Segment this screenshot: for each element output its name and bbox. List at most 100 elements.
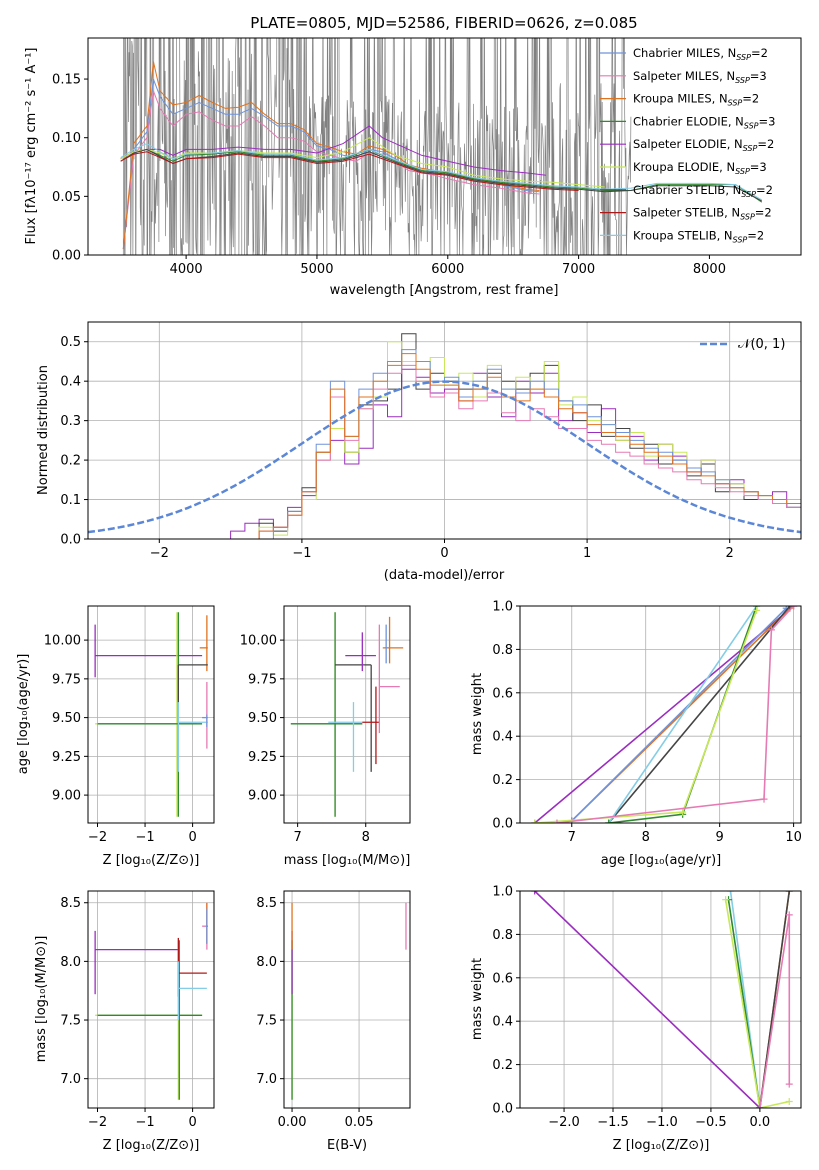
spectrum-ytick-label: 0.10 xyxy=(52,131,81,146)
hist-ytick-label: 0.2 xyxy=(60,454,81,469)
agew-data-group xyxy=(531,606,798,823)
zw-xtick-label: −1.5 xyxy=(597,1115,629,1130)
spectrum-plot: PLATE=0805, MJD=52586, FIBERID=0626, z=0… xyxy=(24,14,802,298)
massage-xtick-label: 7 xyxy=(293,830,301,845)
agew-line-0 xyxy=(534,606,795,823)
observed-spectrum xyxy=(122,38,632,255)
zw-ytick-label: 0.4 xyxy=(492,1015,513,1030)
zw-marker-3 xyxy=(785,1097,793,1105)
legend-label: Kroupa STELIB, NSSP=2 xyxy=(633,228,764,244)
agew-xtick-label: 7 xyxy=(568,830,576,845)
agew-ytick-label: 0.8 xyxy=(492,643,513,658)
zage-xlabel: Z [log₁₀(Z/Z⊙)] xyxy=(103,853,200,868)
agew-ytick-label: 1.0 xyxy=(492,600,513,615)
age-weight-plot: 7 8 9 10 0.0 0.2 0.4 0.6 0.8 1.0 age [log₁₀(age/y… xyxy=(470,600,802,869)
ebv-data-group xyxy=(291,902,407,1100)
ebv-xlabel: E(B-V) xyxy=(327,1138,367,1153)
agew-ytick-label: 0.0 xyxy=(492,817,513,832)
massage-ytick-label: 10.00 xyxy=(240,634,277,649)
residual-histogram: −2 −1 0 1 2 0.0 0.1 0.2 0.3 0.4 0.5 (data-model)/e… xyxy=(36,321,802,583)
spectrum-ytick-label: 0.05 xyxy=(52,190,81,205)
zw-xtick-label: 0.0 xyxy=(750,1115,771,1130)
legend-label: Kroupa ELODIE, NSSP=3 xyxy=(633,160,767,176)
massage-ytick-label: 9.75 xyxy=(248,672,277,687)
zw-xtick-label: −0.5 xyxy=(695,1115,727,1130)
zw-marker-6 xyxy=(785,911,793,919)
gaussian-legend-label: 𝒩(0, 1) xyxy=(738,337,785,352)
ebv-xtick-label: 0.00 xyxy=(278,1115,307,1130)
ebv-ytick-label: 7.0 xyxy=(256,1072,277,1087)
agew-line-2 xyxy=(571,607,787,822)
legend-label: Salpeter STELIB, NSSP=2 xyxy=(633,206,772,222)
hist-ytick-label: 0.5 xyxy=(60,335,81,350)
massage-data-group xyxy=(290,612,404,817)
spectrum-data-group xyxy=(120,38,763,255)
massage-xlabel: mass [log₁₀(M/M⊙)] xyxy=(284,853,411,868)
ebv-mass-plot: 0.00 0.05 7.0 7.5 8.0 8.5 E(B-V) xyxy=(256,890,411,1153)
spectrum-ytick-label: 0.00 xyxy=(52,249,81,264)
agew-marker-3 xyxy=(786,606,794,610)
zw-ytick-label: 0.0 xyxy=(492,1102,513,1117)
spectrum-xtick-label: 8000 xyxy=(693,262,726,277)
spectrum-xtick-label: 4000 xyxy=(170,262,203,277)
agew-ytick-label: 0.4 xyxy=(492,730,513,745)
model-spectrum-4 xyxy=(120,125,546,176)
ebv-xtick-label: 0.05 xyxy=(345,1115,374,1130)
zw-xtick-label: −2.0 xyxy=(548,1115,580,1130)
spectrum-ylabel: Flux [fλ10⁻¹⁷ erg cm⁻² s⁻¹ A⁻¹] xyxy=(24,48,39,245)
agew-xtick-label: 10 xyxy=(785,830,802,845)
massage-xtick-label: 8 xyxy=(362,830,370,845)
zmass-ylabel: mass [log₁₀(M/M⊙)] xyxy=(34,936,49,1063)
zmass-ytick-label: 8.0 xyxy=(60,955,81,970)
agew-marker-5 xyxy=(605,819,613,823)
model-spectrum-5 xyxy=(120,137,605,188)
hist-ytick-label: 0.3 xyxy=(60,414,81,429)
zmass-xlabel: Z [log₁₀(Z/Z⊙)] xyxy=(103,1138,200,1153)
zw-xtick-label: −1.0 xyxy=(646,1115,678,1130)
agew-ytick-label: 0.6 xyxy=(492,686,513,701)
agew-line-3 xyxy=(608,606,791,823)
legend-label: Chabrier ELODIE, NSSP=3 xyxy=(633,114,775,130)
agew-marker-7 xyxy=(760,795,768,803)
mass-age-plot: 7 8 9.00 9.25 9.50 9.75 10.00 mass [log₁₀(M/M⊙… xyxy=(240,605,411,868)
agew-marker-6 xyxy=(531,819,539,823)
zage-ylabel: age [log₁₀(age/yr)] xyxy=(16,654,31,775)
zage-ytick-label: 10.00 xyxy=(44,634,81,649)
massage-ytick-label: 9.00 xyxy=(248,789,277,804)
zw-marker-6 xyxy=(756,1104,764,1108)
hist-ytick-label: 0.4 xyxy=(60,375,81,390)
massage-ytick-label: 9.25 xyxy=(248,750,277,765)
spectrum-ytick-label: 0.15 xyxy=(52,73,81,88)
spectrum-xlabel: wavelength [Angstrom, rest frame] xyxy=(330,283,559,298)
agew-ytick-label: 0.2 xyxy=(492,773,513,788)
hist-xtick-label: 0 xyxy=(440,546,448,561)
zmass-xtick-label: −2 xyxy=(88,1115,107,1130)
legend-label: Salpeter MILES, NSSP=3 xyxy=(633,69,767,85)
zw-marker-3 xyxy=(722,896,730,904)
hist-step-3 xyxy=(216,349,801,539)
zmass-ytick-label: 8.5 xyxy=(60,896,81,911)
zw-marker-6 xyxy=(785,1080,793,1088)
hist-xlabel: (data-model)/error xyxy=(384,568,505,583)
ebv-ytick-label: 8.5 xyxy=(256,896,277,911)
ebv-ytick-label: 8.0 xyxy=(256,955,277,970)
zage-xtick-label: −1 xyxy=(135,830,154,845)
zw-ytick-label: 0.6 xyxy=(492,971,513,986)
hist-ytick-label: 0.1 xyxy=(60,493,81,508)
zage-ytick-label: 9.75 xyxy=(52,672,81,687)
legend-label: Chabrier STELIB, NSSP=2 xyxy=(633,183,773,199)
agew-marker-7 xyxy=(767,626,775,634)
zmass-data-group xyxy=(94,902,208,1100)
zw-marker-1 xyxy=(727,891,735,895)
legend-label: Chabrier MILES, NSSP=2 xyxy=(633,46,768,62)
zw-ytick-label: 1.0 xyxy=(492,885,513,900)
zmass-xtick-label: 0 xyxy=(188,1115,196,1130)
z-mass-plot: −2 −1 0 7.0 7.5 8.0 8.5 Z [log₁₀(Z/Z⊙)] mass [… xyxy=(34,890,215,1153)
agew-xtick-label: 9 xyxy=(716,830,724,845)
z-age-plot: −2 −1 0 9.00 9.25 9.50 9.75 10.00 Z [log₁₀(Z/Z⊙… xyxy=(16,605,215,868)
zage-ytick-label: 9.25 xyxy=(52,750,81,765)
spectrum-xtick-label: 6000 xyxy=(431,262,464,277)
hist-step-5 xyxy=(216,353,801,539)
agew-marker-6 xyxy=(753,606,761,614)
zw-line-3 xyxy=(724,899,790,1108)
